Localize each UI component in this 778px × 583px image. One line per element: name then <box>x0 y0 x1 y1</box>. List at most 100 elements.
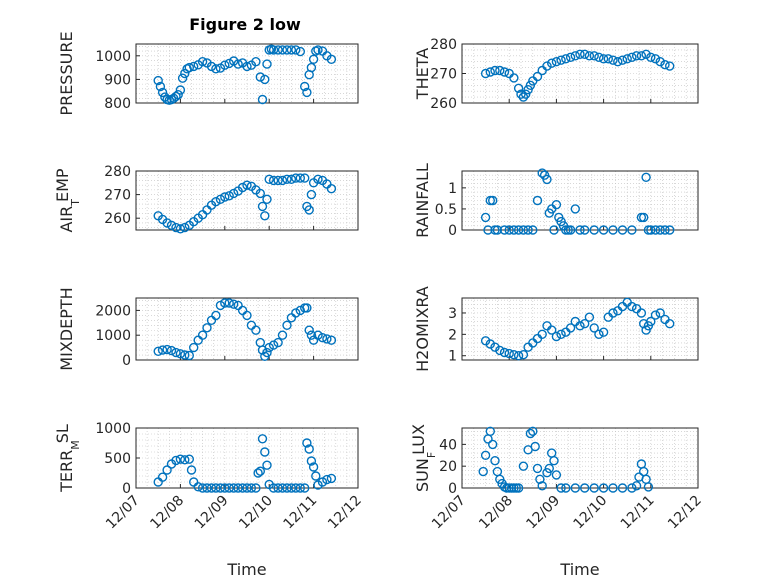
data-point <box>302 438 312 448</box>
data-point <box>523 84 533 95</box>
data-point <box>264 174 274 185</box>
data-point <box>322 334 332 344</box>
y-tick-label: 260 <box>104 211 131 227</box>
data-point <box>251 325 261 335</box>
y-tick-label: 0 <box>448 223 457 239</box>
y-tick-label: 1 <box>448 181 457 197</box>
subplot-4: 0 0.5 1 RAINFALL <box>413 163 699 239</box>
data-point <box>551 57 562 67</box>
data-point <box>286 45 297 55</box>
data-point <box>556 55 566 65</box>
axes-frame <box>461 170 699 231</box>
data-point <box>580 483 590 493</box>
data-point <box>224 58 234 69</box>
y-tick-label: 20 <box>439 459 457 475</box>
y-axis-label: SUNFLUX <box>409 424 438 492</box>
data-point <box>282 483 292 493</box>
data-point <box>171 222 181 233</box>
data-point <box>636 51 647 61</box>
data-point <box>291 173 301 183</box>
data-point <box>542 174 552 185</box>
data-point <box>175 349 186 359</box>
data-point <box>157 345 168 355</box>
y-axis-label: RAINFALL <box>413 163 432 238</box>
data-point <box>646 316 656 327</box>
data-point <box>233 59 243 69</box>
data-point <box>155 81 166 92</box>
data-point <box>655 225 665 235</box>
subplot-1: 800 900 1000 PRESSURE <box>57 31 359 116</box>
data-point <box>166 220 177 231</box>
data-point <box>153 346 163 356</box>
data-point <box>251 483 261 493</box>
data-point <box>495 65 505 76</box>
data-point <box>528 426 538 436</box>
data-point <box>322 474 332 485</box>
data-point <box>237 483 248 493</box>
data-point <box>530 441 540 452</box>
data-point <box>157 472 168 482</box>
data-point <box>211 310 221 321</box>
data-point <box>273 175 283 186</box>
data-point <box>499 347 510 358</box>
data-point <box>641 172 651 183</box>
data-point <box>180 68 190 79</box>
data-point <box>575 321 585 331</box>
data-point <box>304 444 314 454</box>
data-point <box>220 298 230 308</box>
data-point <box>188 61 199 72</box>
data-point <box>311 471 321 481</box>
data-point <box>224 298 234 308</box>
y-tick-label: 280 <box>430 37 457 53</box>
y-tick-label: 500 <box>104 451 131 467</box>
data-point <box>639 212 649 223</box>
data-point <box>171 347 181 358</box>
data-point <box>306 330 317 340</box>
data-point <box>215 194 226 205</box>
data-point <box>528 225 538 235</box>
data-point <box>537 329 547 339</box>
data-point <box>617 483 628 493</box>
data-point <box>262 59 272 69</box>
data-point <box>242 61 252 72</box>
y-axis-label: PRESSURE <box>57 31 76 115</box>
data-point <box>295 483 305 493</box>
data-point <box>197 57 208 67</box>
data-point <box>313 330 323 340</box>
data-point <box>589 323 599 333</box>
data-point <box>660 225 670 235</box>
data-point <box>665 319 675 329</box>
data-point <box>255 72 265 82</box>
axes-frame <box>135 170 359 231</box>
y-tick-label: 0 <box>122 353 131 369</box>
data-point <box>622 54 632 64</box>
data-point <box>211 64 221 74</box>
data-point <box>260 211 270 221</box>
data-point <box>551 331 562 342</box>
data-point <box>532 195 543 206</box>
data-point <box>211 196 221 207</box>
data-point <box>233 483 243 493</box>
data-point <box>518 225 529 235</box>
data-point <box>631 51 642 61</box>
data-point <box>257 201 268 212</box>
data-point <box>291 483 301 493</box>
y-tick-label: 1000 <box>95 328 131 344</box>
data-point <box>260 447 270 457</box>
data-point <box>313 45 323 55</box>
y-tick-label: 3 <box>448 306 457 322</box>
y-tick-label: 2000 <box>95 303 131 319</box>
data-point <box>326 335 337 345</box>
data-point <box>291 308 301 318</box>
data-point <box>627 52 637 62</box>
data-point <box>490 456 500 466</box>
data-point <box>326 54 337 64</box>
data-point <box>485 339 495 349</box>
data-point <box>228 483 239 493</box>
data-point <box>304 205 314 215</box>
data-point <box>306 189 317 200</box>
y-tick-label: 900 <box>104 72 131 88</box>
data-point <box>242 483 252 493</box>
data-point <box>262 194 272 205</box>
data-point <box>300 81 310 92</box>
